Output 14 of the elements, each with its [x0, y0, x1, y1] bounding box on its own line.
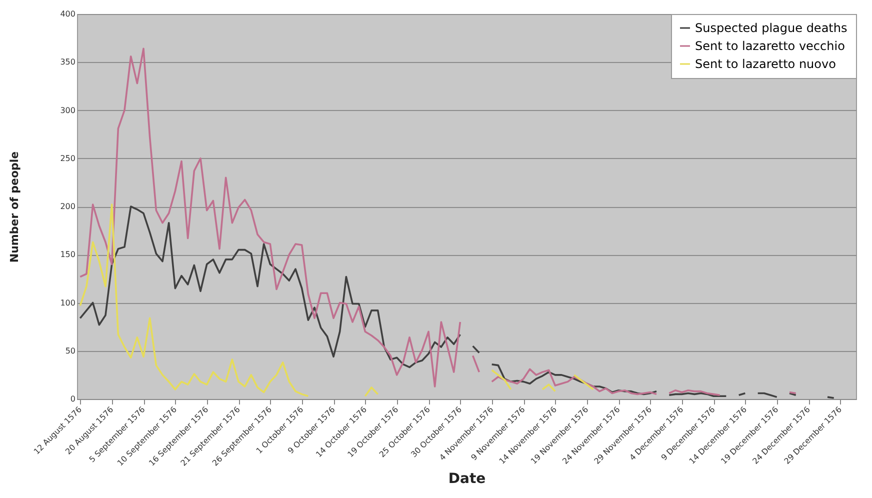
- legend-label: Suspected plague deaths: [695, 21, 848, 35]
- y-tick-label: 350: [60, 58, 76, 67]
- y-tick-label: 250: [60, 154, 76, 163]
- legend-label: Sent to lazaretto nuovo: [695, 57, 836, 71]
- x-axis-title: Date: [448, 470, 486, 487]
- y-tick-label: 200: [60, 202, 76, 211]
- y-axis-title: Number of people: [8, 151, 22, 263]
- y-tick-label: 50: [65, 346, 76, 356]
- y-tick-label: 150: [60, 250, 76, 260]
- y-tick-label: 0: [70, 394, 76, 404]
- legend-label: Sent to lazaretto vecchio: [695, 39, 845, 53]
- y-tick-label: 400: [60, 10, 76, 18]
- y-tick-label: 100: [60, 298, 76, 308]
- y-tick-label: 300: [60, 106, 76, 115]
